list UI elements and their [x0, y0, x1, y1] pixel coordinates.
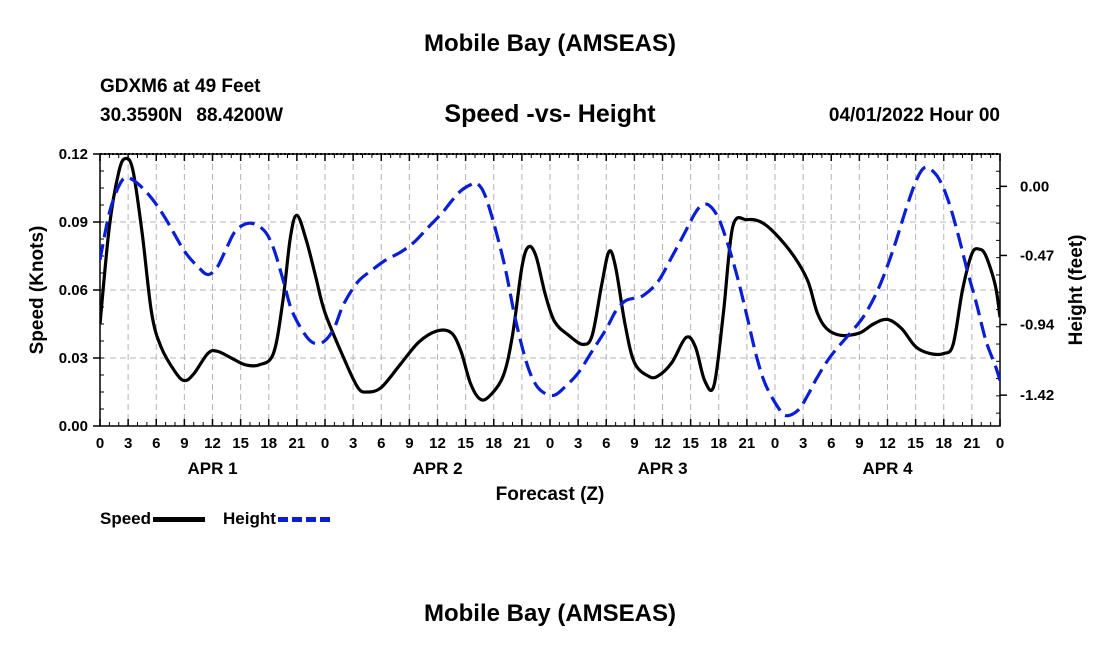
longitude-value: 88.4200W: [196, 105, 284, 126]
y-left-tick-label: 0.12: [59, 146, 88, 163]
legend-item-speed: Speed: [100, 509, 206, 529]
x-tick-label: 3: [349, 435, 357, 452]
x-axis-title: Forecast (Z): [496, 484, 605, 505]
x-tick-label: 0: [546, 435, 554, 452]
y-right-tick-label: 0.00: [1020, 178, 1049, 195]
x-tick-label: 12: [654, 435, 671, 452]
x-tick-label: 0: [321, 435, 329, 452]
forecast-datetime: 04/01/2022 Hour 00: [828, 105, 1000, 126]
legend-height-swatch: [277, 516, 330, 522]
y-right-tick-label: -1.42: [1020, 387, 1054, 404]
x-tick-label: 0: [771, 435, 779, 452]
y-left-axis-title: Speed (Knots): [27, 226, 48, 355]
y-right-axis-title: Height (feet): [1066, 235, 1087, 346]
x-tick-label: 9: [630, 435, 638, 452]
chart-subtitle: Speed -vs- Height: [444, 100, 656, 128]
x-tick-label: 6: [377, 435, 385, 452]
x-tick-label: 18: [935, 435, 952, 452]
x-tick-label: 6: [602, 435, 610, 452]
legend-item-height: Height: [223, 509, 330, 529]
x-tick-label: 12: [429, 435, 446, 452]
x-tick-label: 21: [739, 435, 756, 452]
x-tick-label: 0: [96, 435, 104, 452]
footer-title: Mobile Bay (AMSEAS): [423, 600, 677, 627]
speed-series-line: [100, 156, 1000, 402]
y-left-tick-label: 0.03: [59, 350, 88, 367]
x-tick-label: 3: [124, 435, 132, 452]
chart-legend: Speed Height: [100, 509, 348, 529]
day-label: APR 3: [637, 459, 687, 478]
x-tick-label: 15: [232, 435, 249, 452]
x-tick-label: 15: [682, 435, 699, 452]
day-label: APR 1: [187, 459, 237, 478]
y-left-tick-label: 0.00: [59, 418, 88, 435]
latitude-value: 30.3590N: [100, 105, 183, 126]
day-label: APR 2: [412, 459, 462, 478]
day-label: APR 4: [862, 459, 913, 478]
legend-speed-swatch: [153, 516, 206, 522]
x-tick-label: 21: [514, 435, 531, 452]
x-tick-label: 12: [879, 435, 896, 452]
x-tick-label: 18: [485, 435, 502, 452]
legend-height-label: Height: [223, 509, 276, 528]
x-tick-label: 6: [152, 435, 160, 452]
height-series-line: [100, 165, 1000, 418]
x-tick-label: 15: [457, 435, 474, 452]
y-left-tick-label: 0.09: [59, 214, 88, 231]
station-label: GDXM6 at 49 Feet: [100, 76, 261, 97]
x-tick-label: 18: [710, 435, 727, 452]
x-tick-label: 6: [827, 435, 835, 452]
x-tick-label: 9: [855, 435, 863, 452]
x-tick-label: 9: [405, 435, 413, 452]
y-right-tick-label: -0.94: [1020, 317, 1055, 334]
x-tick-label: 21: [964, 435, 981, 452]
x-tick-label: 3: [799, 435, 807, 452]
y-right-tick-label: -0.47: [1020, 247, 1054, 264]
x-tick-label: 9: [180, 435, 188, 452]
chart-main-title: Mobile Bay (AMSEAS): [423, 30, 677, 57]
x-tick-label: 3: [574, 435, 582, 452]
station-coordinates: 30.3590N 88.4200W: [100, 105, 297, 127]
x-tick-label: 18: [260, 435, 277, 452]
x-tick-label: 12: [204, 435, 221, 452]
x-tick-label: 0: [996, 435, 1004, 452]
x-tick-label: 15: [907, 435, 924, 452]
legend-speed-label: Speed: [100, 509, 152, 528]
x-tick-label: 21: [289, 435, 306, 452]
y-left-tick-label: 0.06: [59, 282, 88, 299]
